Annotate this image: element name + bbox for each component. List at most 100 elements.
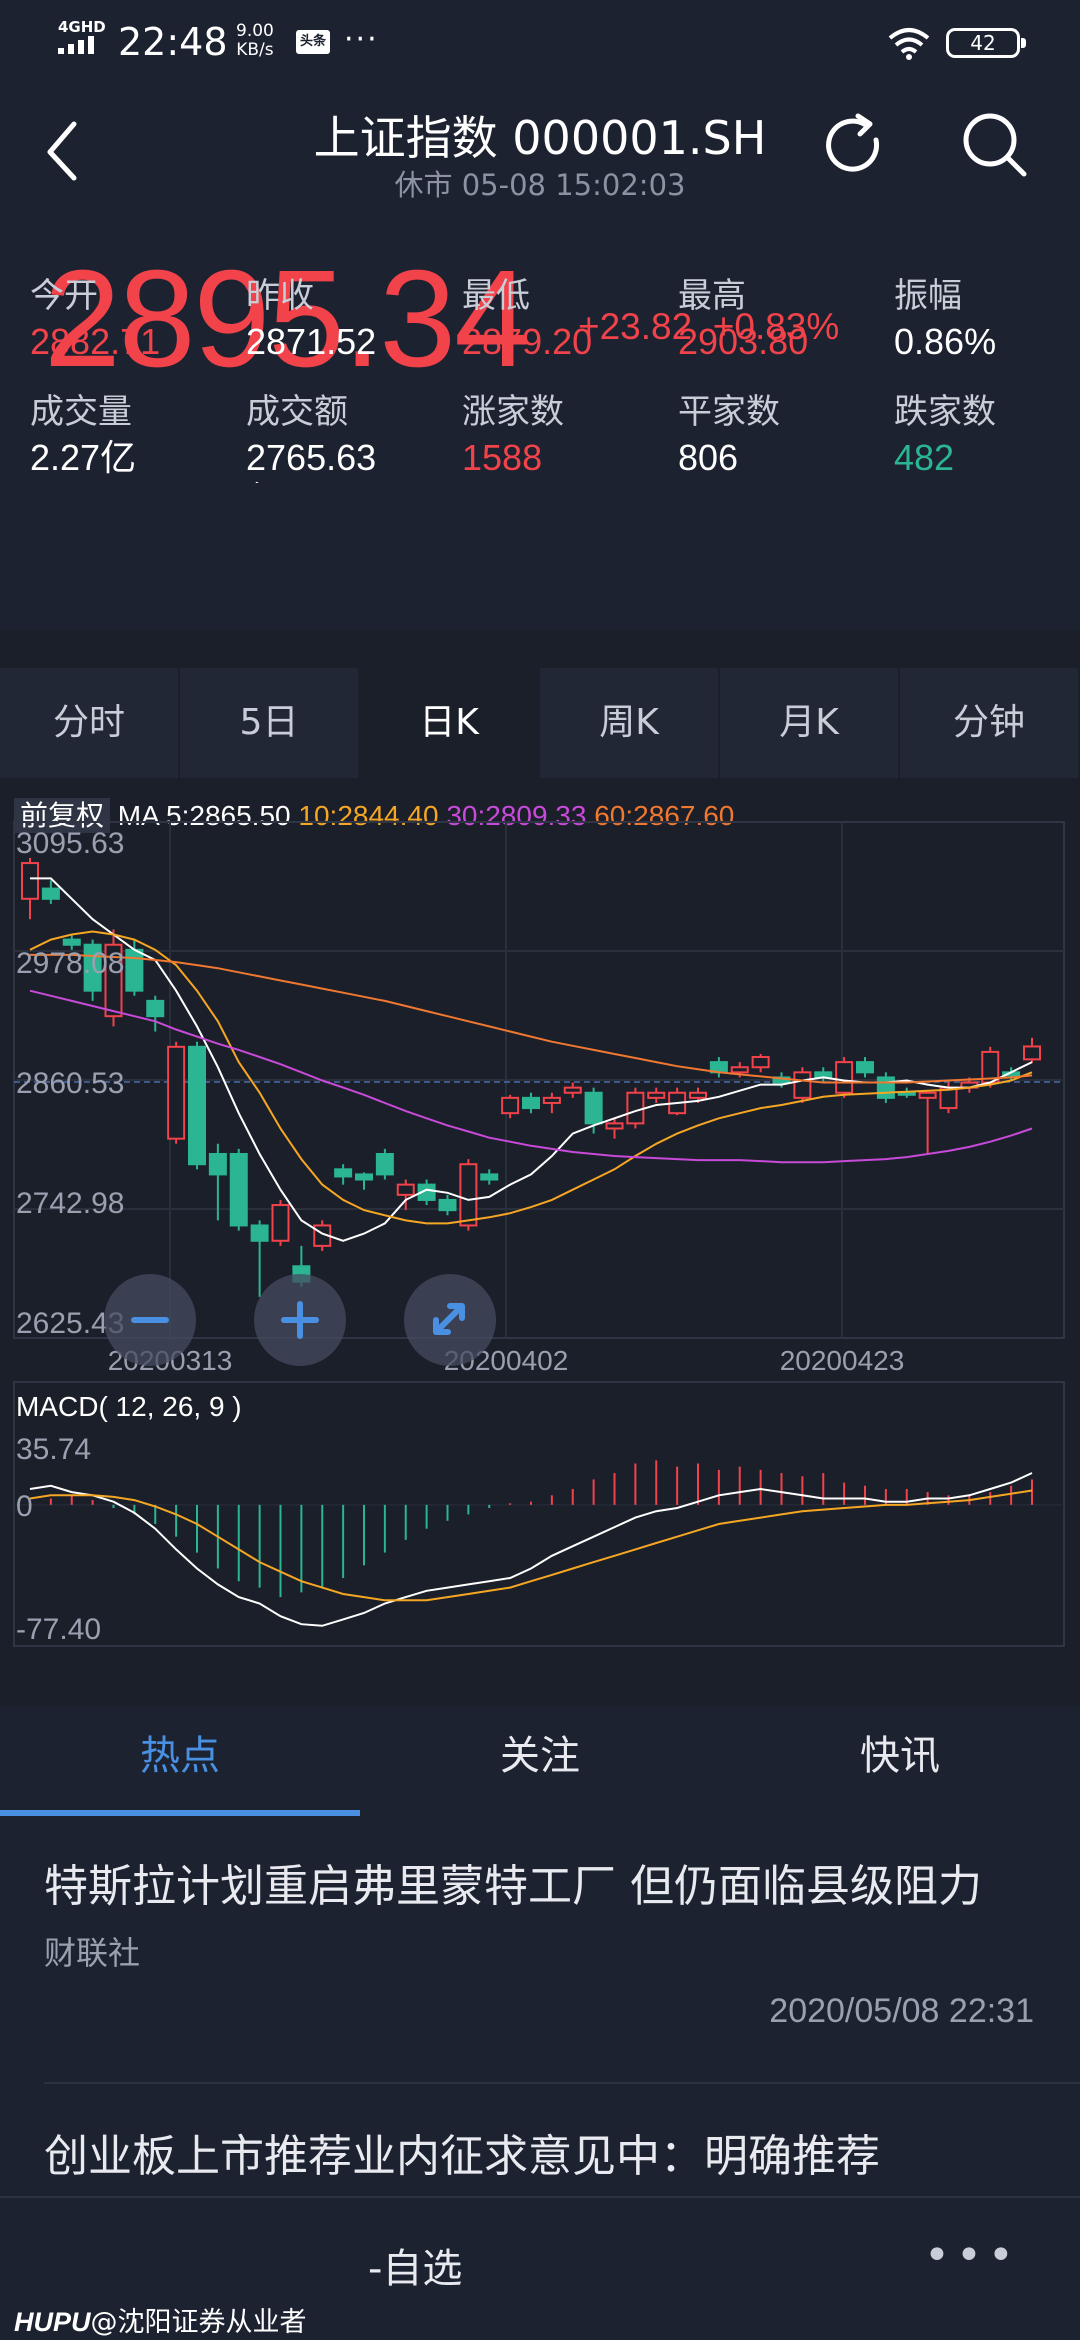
signal-icon: [58, 36, 94, 54]
stat-label: 最高: [678, 276, 746, 316]
candle-body: [334, 1168, 353, 1178]
news-source: 财联社: [44, 1934, 141, 1972]
more-button[interactable]: •••: [924, 2230, 1020, 2281]
candle-body: [876, 1076, 895, 1099]
y-tick-label: 3095.63: [16, 827, 124, 860]
news-time: 2020/05/08 22:31: [769, 1992, 1034, 2030]
stat-value: 2871.52: [246, 321, 377, 362]
candle-body: [626, 1091, 645, 1125]
kline-chart-area[interactable]: 前复权 MA 5:2865.50 10:2844.40 30:2809.33 6…: [0, 778, 1080, 1658]
battery-indicator: 42: [946, 28, 1026, 58]
refresh-icon[interactable]: [818, 110, 888, 180]
stat-label: 平家数: [678, 392, 780, 432]
candle-body: [375, 1153, 394, 1176]
period-tab-1[interactable]: 分时: [0, 668, 180, 778]
news-tab-1[interactable]: 热点: [0, 1706, 360, 1816]
news-title: 特斯拉计划重启弗里蒙特工厂 但仍面临县级阻力: [44, 1861, 982, 1912]
candle-body: [918, 1091, 937, 1099]
period-tab-2[interactable]: 5日: [180, 668, 360, 778]
stat-6: 成交量 2.27亿: [30, 384, 240, 479]
zoom-out-button[interactable]: [104, 1274, 196, 1366]
candle-body: [1023, 1045, 1041, 1061]
candle-body: [689, 1091, 707, 1099]
period-tab-3[interactable]: 日K: [360, 668, 540, 778]
candle-body: [480, 1173, 499, 1181]
candle-body: [104, 943, 123, 1018]
network-indicator: 4GHD: [58, 18, 106, 36]
candle-body: [208, 1153, 227, 1176]
candle-body: [522, 1096, 540, 1110]
news-item[interactable]: 特斯拉计划重启弗里蒙特工厂 但仍面临县级阻力 财联社 2020/05/08 22…: [44, 1856, 1044, 2030]
stat-label: 振幅: [894, 276, 962, 316]
line-ma60: [30, 953, 1033, 1084]
stat-label: 最低: [462, 276, 530, 316]
stat-8: 涨家数 1588: [462, 384, 672, 479]
candle-body: [41, 887, 60, 900]
ma-legend: 前复权 MA 5:2865.50 10:2844.40 30:2809.33 6…: [14, 794, 734, 834]
candle-body: [188, 1045, 206, 1166]
line-dif: [29, 1472, 1033, 1627]
macd-title: MACD( 12, 26, 9 ): [16, 1391, 242, 1422]
stat-2: 昨收 2871.52: [246, 268, 456, 363]
stat-value: 2765.63亿: [246, 437, 377, 483]
y-tick-label: 2742.98: [16, 1187, 124, 1220]
stat-value: 0.86%: [894, 321, 997, 362]
stat-7: 成交额 2765.63亿: [246, 384, 456, 483]
page-title: 上证指数 000001.SH: [313, 111, 767, 165]
y-tick-label: 2978.08: [16, 947, 124, 980]
candle-body: [250, 1224, 269, 1242]
quote-panel: 2895.34 +23.82 +0.83% 今开 2882.71 昨收 2871.52…: [0, 210, 1080, 630]
watermark: HUPU@沈阳证券从业者: [14, 2307, 307, 2338]
market-status: 休市 05-08 15:02:03: [394, 168, 686, 202]
adjust-toggle[interactable]: 前复权: [14, 798, 111, 833]
status-bar: 4GHD 22:48 9.00 KB/s 头条 ··· 42: [0, 0, 1080, 80]
candle-body: [459, 1163, 478, 1227]
candle-body: [751, 1056, 770, 1069]
candle-body: [396, 1183, 415, 1196]
expand-icon: [433, 1303, 465, 1335]
macd-y-tick-label: 0: [16, 1490, 33, 1523]
candle-body: [62, 938, 81, 946]
news-tabs: 热点 关注 快讯: [0, 1706, 1080, 1816]
zoom-in-button[interactable]: [254, 1274, 346, 1366]
fullscreen-button[interactable]: [404, 1274, 496, 1366]
candle-body: [647, 1091, 666, 1099]
candle-body: [584, 1091, 603, 1125]
candle-body: [146, 999, 165, 1018]
y-tick-label: 2860.53: [16, 1067, 124, 1100]
macd-panel-frame: [13, 1381, 1065, 1647]
candlestick-chart[interactable]: 3095.632978.082860.532742.982625.4320200…: [0, 778, 1080, 1658]
stat-label: 成交量: [30, 392, 132, 432]
candle-body: [563, 1086, 582, 1094]
candle-body: [229, 1153, 248, 1227]
app-header: 上证指数 000001.SH 休市 05-08 15:02:03: [0, 80, 1080, 210]
news-tab-3[interactable]: 快讯: [860, 1733, 940, 1779]
candle-body: [271, 1204, 290, 1242]
news-tab-2[interactable]: 关注: [500, 1733, 580, 1779]
stat-5: 振幅 0.86%: [894, 268, 1080, 363]
price-change: +23.82 +0.83%: [578, 306, 840, 347]
stat-value: 2.27亿: [30, 437, 137, 478]
macd-y-tick-label: 35.74: [16, 1433, 91, 1466]
search-icon[interactable]: [960, 110, 1030, 180]
candle-body: [501, 1096, 520, 1115]
stat-9: 平家数 806: [678, 384, 888, 479]
stat-3: 最低 2879.20: [462, 268, 672, 363]
x-tick-label: 20200423: [780, 1345, 905, 1376]
plus-icon: [281, 1301, 319, 1339]
period-tab-6[interactable]: 分钟: [900, 668, 1080, 778]
candle-body: [417, 1183, 436, 1201]
stat-1: 今开 2882.71: [30, 268, 240, 363]
add-watchlist-button[interactable]: -自选: [368, 2246, 463, 2292]
period-tab-5[interactable]: 月K: [720, 668, 900, 778]
ma30-label: 30:2809.33: [446, 800, 587, 831]
line-dea: [29, 1489, 1033, 1602]
minus-icon: [131, 1317, 169, 1323]
period-tab-4[interactable]: 周K: [540, 668, 720, 778]
stat-value: 2879.20: [462, 321, 593, 362]
candle-body: [835, 1061, 854, 1094]
news-item[interactable]: 创业板上市推荐业内征求意见中：明确推荐: [44, 2126, 1044, 2188]
wifi-icon: [888, 28, 930, 60]
candle-body: [730, 1066, 749, 1074]
chevron-left-icon[interactable]: [40, 116, 90, 186]
